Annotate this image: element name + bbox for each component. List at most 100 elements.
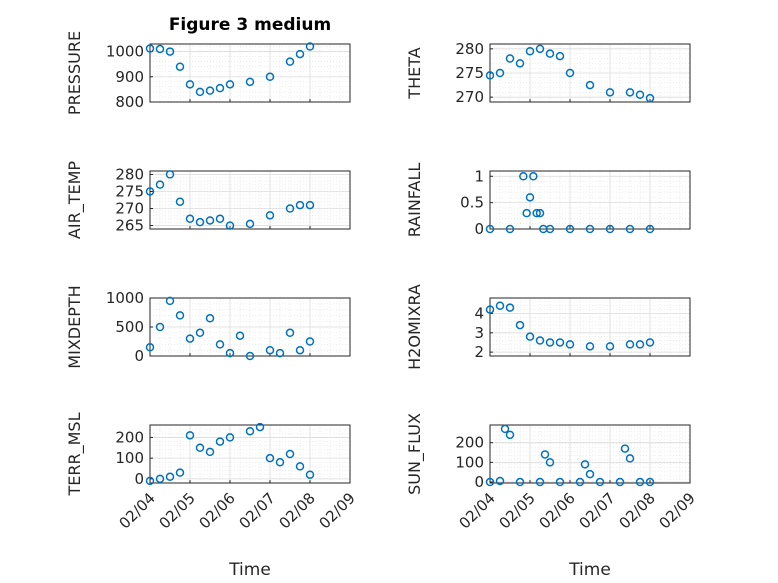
- plot-area: [490, 425, 690, 483]
- y-tick-label: 280: [115, 165, 144, 183]
- y-tick-label: 100: [455, 453, 484, 471]
- y-tick-label: 1: [474, 167, 484, 185]
- data-point: [565, 68, 575, 78]
- data-point: [145, 44, 155, 53]
- data-point: [495, 301, 505, 310]
- data-point: [225, 433, 235, 442]
- data-point: [545, 224, 555, 234]
- data-point: [245, 77, 255, 87]
- data-point: [485, 71, 495, 80]
- data-point: [185, 80, 195, 89]
- figure-title: Figure 3 medium: [169, 15, 331, 35]
- y-axis-label: AIR_TEMP: [65, 161, 85, 239]
- x-axis-label: Time: [568, 560, 611, 580]
- data-point: [535, 336, 545, 345]
- data-point: [205, 314, 215, 323]
- data-point: [265, 211, 275, 220]
- data-point: [535, 477, 545, 487]
- data-point: [515, 59, 525, 68]
- data-point: [175, 468, 185, 477]
- data-point: [205, 447, 215, 457]
- data-point: [540, 450, 550, 459]
- data-point: [635, 477, 645, 487]
- data-point: [245, 426, 255, 436]
- y-tick-label: 200: [115, 428, 144, 446]
- subplot-pressure: 800 900 1000 PRESSURE: [65, 31, 351, 115]
- y-axis-label: H2OMIXRA: [405, 284, 424, 370]
- data-point: [505, 430, 515, 440]
- data-point: [145, 187, 155, 196]
- plot-area: [150, 44, 350, 102]
- data-point: [165, 47, 175, 56]
- axes-frame: [489, 170, 691, 230]
- data-point: [565, 224, 575, 234]
- data-point: [635, 90, 645, 99]
- data-point: [155, 180, 165, 189]
- y-tick-label: 280: [455, 40, 484, 58]
- subplot-theta: 270 275 280 THETA: [405, 40, 691, 106]
- data-point: [195, 217, 205, 227]
- data-point: [165, 472, 175, 482]
- data-point: [645, 224, 655, 234]
- axes-frame: [149, 43, 351, 103]
- data-point: [505, 224, 515, 234]
- subplot-rainfall: 0 0.5 1 RAINFALL: [405, 163, 691, 238]
- data-point: [485, 224, 495, 234]
- data-point: [155, 322, 165, 332]
- data-point: [185, 214, 195, 224]
- data-point: [615, 477, 625, 487]
- data-point: [245, 351, 255, 361]
- data-point: [500, 424, 510, 434]
- data-point: [285, 204, 295, 213]
- data-point: [295, 345, 305, 355]
- y-tick-label: 900: [115, 68, 144, 86]
- data-point: [605, 342, 615, 351]
- data-point: [522, 208, 531, 218]
- y-tick-label: 100: [115, 449, 144, 467]
- y-tick-label: 0: [134, 470, 144, 488]
- data-point: [215, 340, 225, 349]
- data-point: [145, 476, 155, 486]
- data-point: [165, 296, 175, 306]
- data-point: [625, 340, 635, 349]
- data-point: [525, 47, 535, 56]
- axes-frame: [489, 424, 691, 484]
- data-point: [495, 476, 505, 486]
- subplot-h2omixra: 23 4 H2OMIXRA: [405, 284, 691, 370]
- data-point: [535, 44, 545, 54]
- axes-frame: [489, 297, 691, 357]
- data-point: [185, 334, 195, 343]
- data-point: [265, 72, 275, 82]
- data-point: [295, 462, 305, 471]
- y-axis-label: MIXDEPTH: [65, 285, 84, 368]
- y-tick-label: 0.5: [460, 194, 484, 212]
- data-point: [555, 51, 565, 61]
- data-point: [255, 422, 265, 432]
- data-point: [215, 437, 225, 446]
- data-point: [555, 477, 565, 487]
- y-axis-label: SUN_FLUX: [405, 413, 425, 495]
- data-point: [145, 343, 155, 352]
- axes-frame: [149, 424, 351, 484]
- y-tick-label: 800: [115, 93, 144, 111]
- data-point: [175, 62, 185, 71]
- y-tick-label: 200: [455, 434, 484, 452]
- data-point: [545, 338, 555, 347]
- y-axis-label: PRESSURE: [65, 31, 84, 115]
- data-point: [185, 431, 195, 440]
- data-point: [525, 332, 535, 341]
- data-point: [645, 477, 655, 487]
- data-point: [585, 469, 595, 479]
- data-point: [285, 328, 295, 338]
- data-point: [532, 208, 541, 218]
- data-point: [555, 338, 565, 347]
- data-point: [195, 443, 205, 453]
- data-point: [295, 200, 305, 210]
- y-axis-label: TERR_MSL: [65, 412, 85, 496]
- data-point: [635, 340, 645, 349]
- y-tick-label: 2: [474, 343, 484, 361]
- data-point: [285, 57, 295, 66]
- data-point: [215, 83, 225, 93]
